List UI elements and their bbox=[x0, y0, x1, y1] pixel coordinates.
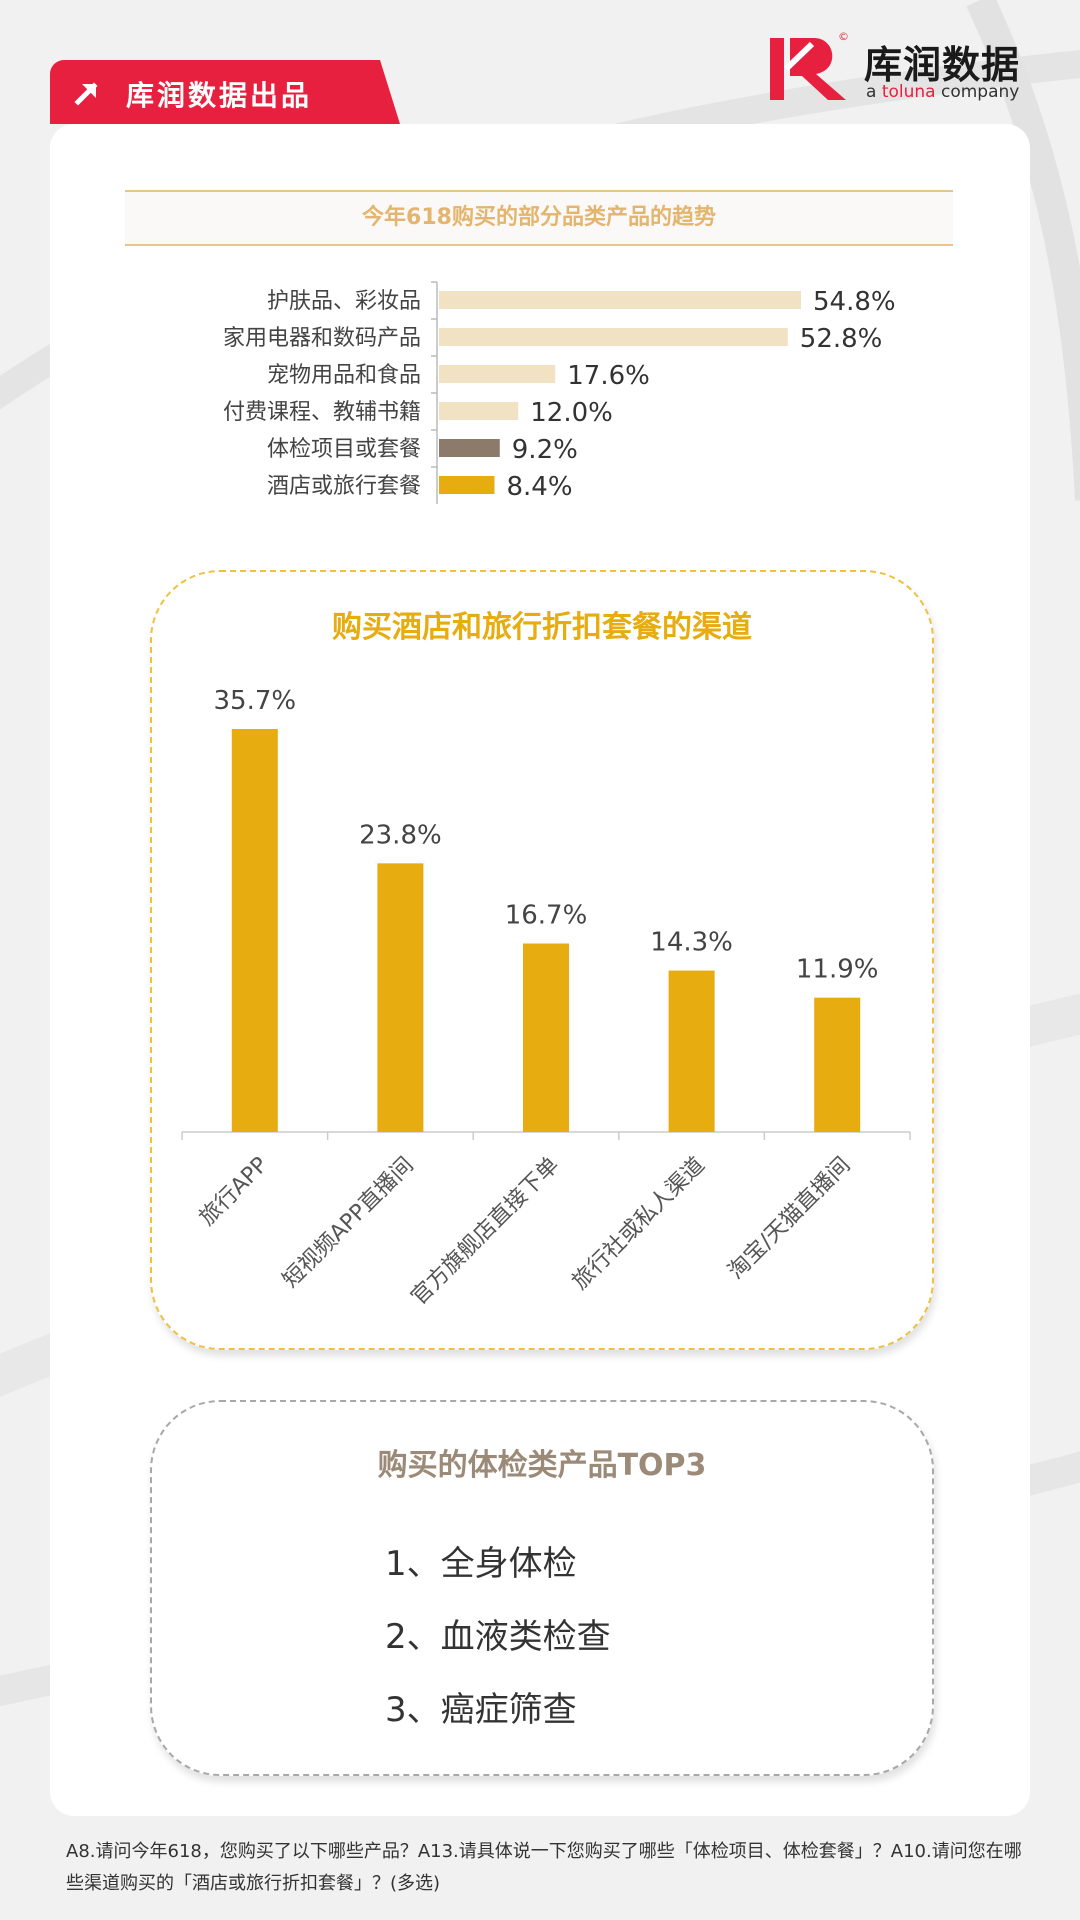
top3-panel: 购买的体检类产品TOP3 bbox=[150, 1400, 934, 1776]
channel-chart-title: 购买酒店和旅行折扣套餐的渠道 bbox=[332, 610, 752, 645]
survey-footnote: A8.请问今年618，您购买了以下哪些产品？A13.请具体说一下您购买了哪些「体… bbox=[66, 1841, 1022, 1894]
copyright-mark: © bbox=[838, 30, 849, 43]
category-label: 短视频APP直播间 bbox=[278, 1153, 418, 1293]
bar bbox=[439, 365, 556, 383]
bar bbox=[439, 439, 500, 457]
category-label: 官方旗舰店直接下单 bbox=[407, 1153, 565, 1311]
bar bbox=[523, 943, 569, 1132]
bar bbox=[439, 402, 519, 420]
top3-title: 购买的体检类产品TOP3 bbox=[377, 1448, 707, 1483]
top3-item: 3、癌症筛查 bbox=[385, 1690, 577, 1730]
category-trend-chart: 护肤品、彩妆品 54.8% 家用电器和数码产品 52.8% 宠物用品和食品 17.6% 付费… bbox=[223, 281, 896, 504]
value-label: 35.7% bbox=[213, 686, 296, 716]
logo-name: 库润数据 bbox=[864, 43, 1021, 87]
category-label: 付费课程、教辅书籍 bbox=[223, 400, 421, 425]
category-label: 宠物用品和食品 bbox=[267, 363, 421, 388]
category-label: 酒店或旅行套餐 bbox=[267, 474, 421, 499]
category-label: 淘宝/天猫直播间 bbox=[724, 1153, 856, 1285]
bar bbox=[814, 997, 861, 1132]
value-label: 8.4% bbox=[506, 472, 572, 502]
kr-logo-icon bbox=[770, 38, 846, 100]
category-label: 护肤品、彩妆品 bbox=[267, 289, 421, 314]
value-label: 23.8% bbox=[359, 820, 442, 850]
logo-subtitle: a toluna company bbox=[866, 82, 1020, 102]
publisher-tag-label: 库润数据出品 bbox=[126, 79, 313, 112]
bar bbox=[439, 328, 788, 346]
value-label: 9.2% bbox=[512, 435, 578, 465]
category-label: 家用电器和数码产品 bbox=[223, 326, 421, 351]
value-label: 52.8% bbox=[800, 324, 883, 354]
value-label: 17.6% bbox=[567, 361, 650, 391]
value-label: 16.7% bbox=[505, 900, 588, 930]
top3-item: 1、全身体检 bbox=[385, 1544, 577, 1584]
arrow-up-right-icon bbox=[74, 82, 98, 106]
category-label: 体检项目或套餐 bbox=[267, 437, 421, 462]
category-label: 旅行APP bbox=[195, 1153, 273, 1231]
bar bbox=[439, 291, 801, 309]
top3-item: 2、血液类检查 bbox=[385, 1617, 611, 1657]
category-trend-title: 今年618购买的部分品类产品的趋势 bbox=[125, 190, 953, 246]
value-label: 14.3% bbox=[650, 928, 733, 958]
brand-logo: © 库润数据 a toluna company bbox=[762, 30, 1042, 104]
bar bbox=[231, 729, 278, 1132]
publisher-tag: 库润数据出品 bbox=[50, 60, 400, 124]
value-label: 11.9% bbox=[796, 955, 879, 985]
bar bbox=[668, 970, 715, 1132]
category-label: 旅行社或私人渠道 bbox=[568, 1153, 710, 1295]
value-label: 12.0% bbox=[530, 398, 613, 428]
value-label: 54.8% bbox=[813, 287, 896, 317]
channel-chart: 35.7% 旅行APP 23.8% 短视频APP直播间 16.7% 官方旗舰店直接下单 14… bbox=[181, 686, 911, 1311]
bar bbox=[439, 476, 495, 494]
bar bbox=[377, 863, 424, 1132]
